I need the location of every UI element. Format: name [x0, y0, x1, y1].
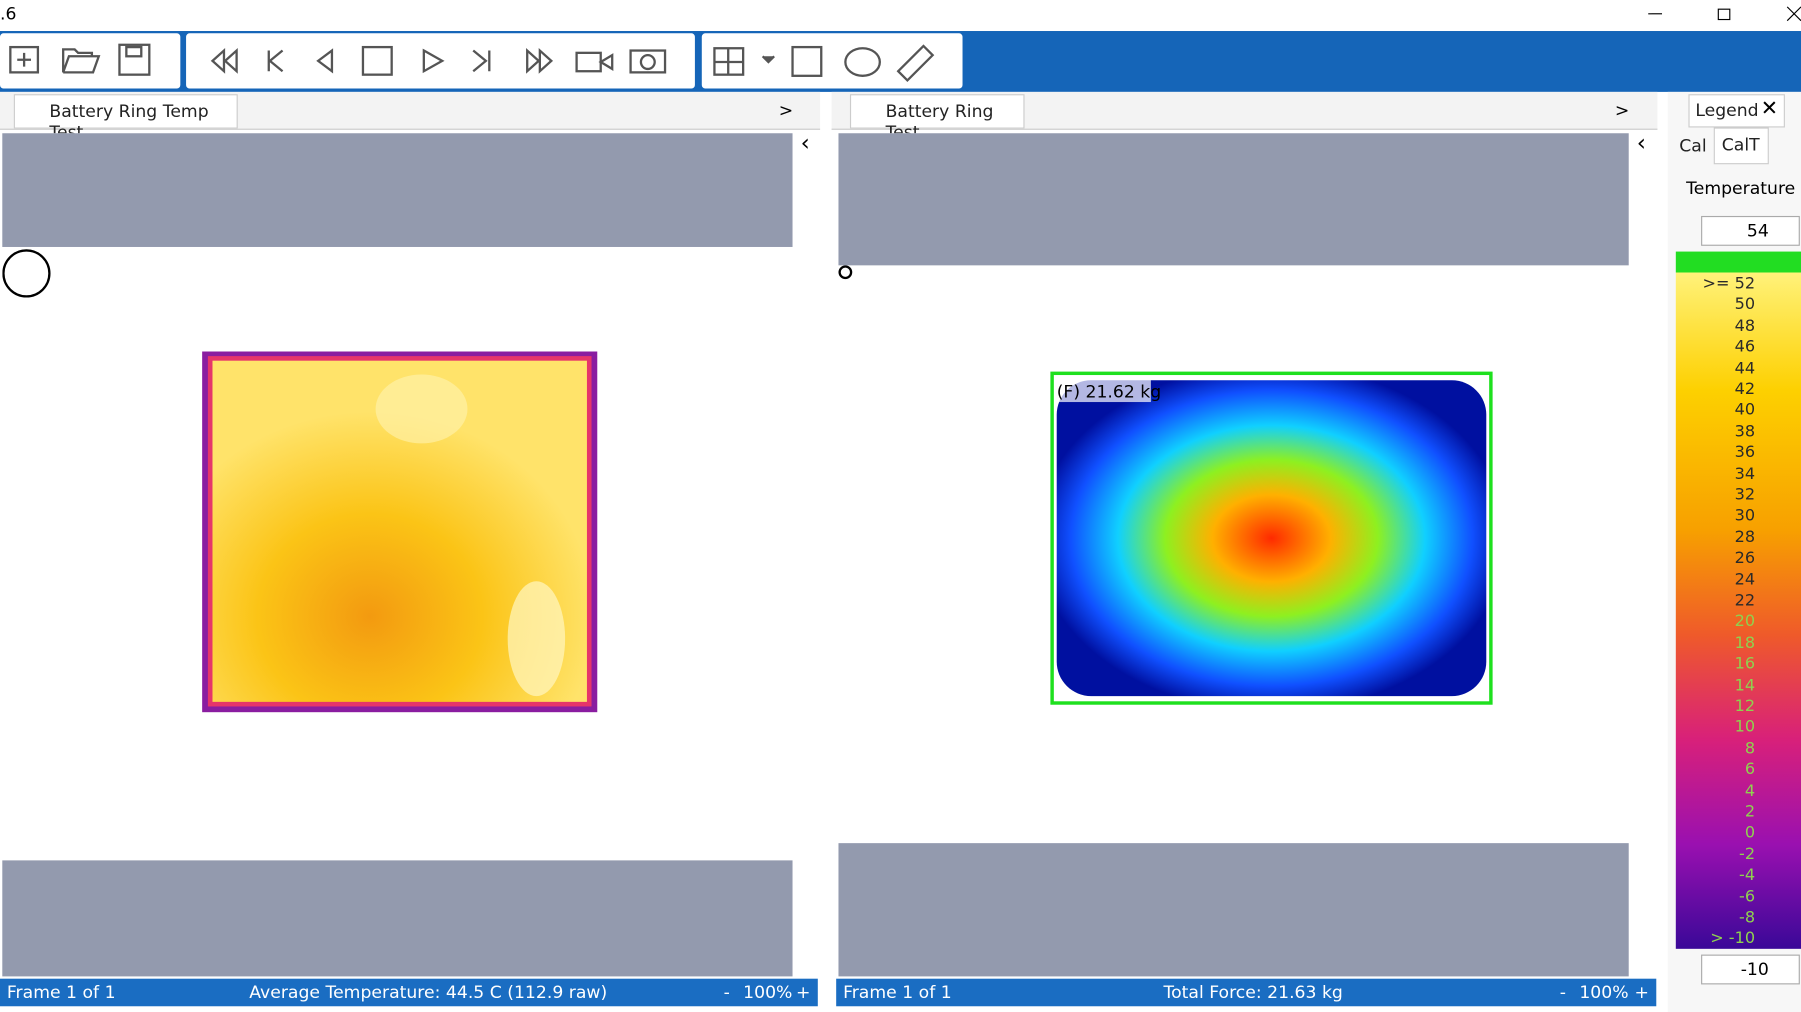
status-bar: Frame 1 of 1 Total Force: 21.63 kg - 100…	[836, 978, 1657, 1007]
legend-label: -4	[1739, 866, 1756, 885]
legend-heading: Temperature (	[1686, 178, 1801, 199]
max-input[interactable]: 54	[1701, 215, 1800, 246]
close-button[interactable]: ✕	[1760, 96, 1779, 121]
frame-info: Frame 1 of 1	[6, 982, 116, 1003]
color-scale	[1675, 251, 1801, 949]
legend-label: 40	[1734, 401, 1756, 420]
window-title: .6	[0, 3, 17, 25]
collapse-button[interactable]: ‹	[800, 128, 810, 157]
legend-label: >= 52	[1702, 274, 1756, 293]
legend-label: -6	[1739, 887, 1756, 906]
legend-panel: Legend ✕ Cal CalT Temperature ( 54 -10 >…	[1667, 91, 1801, 1012]
zoom-in[interactable]: +	[1634, 982, 1649, 1003]
legend-label: 12	[1734, 697, 1756, 716]
tab[interactable]: Battery Ring Temp Test	[13, 94, 238, 142]
toolbar	[0, 31, 1801, 92]
legend-label: 26	[1734, 549, 1756, 568]
legend-label: 16	[1734, 654, 1756, 674]
legend-label: 4	[1744, 781, 1756, 801]
legend-label: 24	[1734, 570, 1756, 589]
legend-label: 48	[1734, 316, 1756, 336]
tab-strip: Battery Ring Temp Test >	[0, 91, 821, 142]
zoom: 100%	[1579, 982, 1629, 1003]
tab-strip: Battery Ring Test >	[831, 91, 1658, 142]
tab[interactable]: Battery Ring Test	[849, 94, 1025, 142]
min-value: -10	[1740, 959, 1769, 980]
legend-label: 46	[1734, 337, 1756, 357]
legend-label: 28	[1734, 528, 1756, 547]
tab[interactable]: Legend ✕	[1688, 94, 1785, 128]
legend-label: 18	[1734, 633, 1756, 653]
scroll-button[interactable]: >	[1614, 99, 1630, 121]
zoom-out[interactable]: -	[723, 982, 730, 1003]
legend-label: 22	[1734, 591, 1756, 610]
zoom-in[interactable]: +	[795, 982, 811, 1003]
title-bar: .6	[0, 0, 1801, 32]
legend-label: > -10	[1710, 929, 1756, 949]
scroll-button[interactable]: >	[778, 99, 794, 121]
viewport: (F) 21.62 kg	[838, 133, 1629, 977]
pressure-map: (F) 21.62 kg	[838, 265, 1493, 705]
legend-label: 20	[1734, 612, 1756, 632]
legend-label: -2	[1739, 845, 1756, 864]
legend-label: 34	[1734, 464, 1756, 484]
tab-title: Legend	[1695, 99, 1759, 121]
status-bar: Frame 1 of 1 Average Temperature: 44.5 C…	[0, 978, 818, 1007]
frame-info: Frame 1 of 1	[843, 982, 952, 1003]
legend-label: 36	[1734, 443, 1756, 462]
legend-label: 2	[1744, 802, 1756, 822]
legend-label: 0	[1744, 824, 1756, 843]
legend-label: 38	[1734, 422, 1756, 441]
legend-label: 44	[1734, 359, 1756, 378]
zoom: 100%	[743, 982, 793, 1003]
legend-label: 32	[1734, 485, 1756, 505]
roi-label: (F) 21.62 kg	[1057, 382, 1161, 402]
zoom-out[interactable]: -	[1559, 982, 1567, 1003]
legend-label: 30	[1734, 507, 1756, 526]
legend-label: 42	[1734, 380, 1756, 399]
legend-label: 6	[1744, 760, 1756, 780]
window-controls[interactable]	[1637, 0, 1801, 31]
collapse-button[interactable]: ‹	[1636, 128, 1646, 157]
legend-label: 8	[1744, 739, 1756, 758]
legend-label: 50	[1734, 295, 1756, 315]
summary: Total Force: 21.63 kg	[1163, 982, 1343, 1003]
min-input[interactable]: -10	[1701, 954, 1800, 985]
summary: Average Temperature: 44.5 C (112.9 raw)	[249, 982, 608, 1003]
legend-label: 14	[1734, 676, 1756, 695]
subtab-label: CalT	[1721, 134, 1760, 156]
legend-label: -8	[1739, 908, 1756, 928]
legend-label: 10	[1734, 718, 1756, 737]
temperature-map	[2, 249, 598, 713]
viewport	[2, 133, 793, 977]
max-value: 54	[1746, 220, 1769, 242]
subtab[interactable]: CalT	[1713, 127, 1769, 165]
toolbar-icons[interactable]	[0, 31, 965, 92]
subtab[interactable]: Cal	[1679, 135, 1707, 157]
